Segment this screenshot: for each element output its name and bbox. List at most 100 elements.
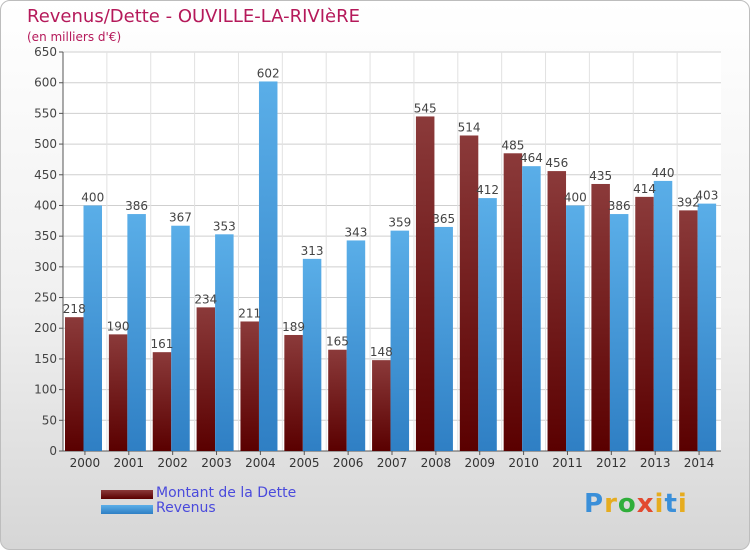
bar-debt-2010 <box>503 153 523 452</box>
y-tick-label: 150 <box>34 352 57 366</box>
label-debt-2013: 414 <box>633 182 656 196</box>
x-tick-label: 2001 <box>114 456 145 470</box>
label-debt-2011: 456 <box>545 156 568 170</box>
bar-revenue-2004 <box>258 81 278 452</box>
label-revenue-2000: 400 <box>81 190 104 204</box>
label-debt-2009: 514 <box>458 120 481 134</box>
label-debt-2012: 435 <box>589 169 612 183</box>
y-tick-label: 0 <box>49 444 57 458</box>
bar-revenue-2001 <box>127 214 146 451</box>
bar-revenue-2005 <box>302 258 322 451</box>
bar-debt-2003 <box>196 307 216 451</box>
bar-debt-2008 <box>415 116 435 451</box>
y-tick-label: 600 <box>34 76 57 90</box>
label-revenue-2013: 440 <box>652 166 675 180</box>
x-tick-label: 2009 <box>464 456 495 470</box>
label-revenue-2005: 313 <box>301 244 324 258</box>
label-debt-2003: 234 <box>194 292 217 306</box>
bar-revenue-2012 <box>609 214 629 451</box>
logo-letter: t <box>664 489 678 519</box>
y-tick-label: 400 <box>34 198 57 212</box>
x-tick-label: 2007 <box>377 456 408 470</box>
bar-debt-2011 <box>547 171 567 451</box>
bar-revenue-2014 <box>697 203 717 451</box>
bar-revenue-2008 <box>434 226 453 451</box>
x-tick-label: 2012 <box>596 456 627 470</box>
x-tick-label: 2010 <box>508 456 539 470</box>
label-revenue-2002: 367 <box>169 211 192 225</box>
proxiti-logo: Proxiti <box>584 489 688 519</box>
x-tick-label: 2013 <box>640 456 671 470</box>
label-revenue-2008: 365 <box>432 212 455 226</box>
label-debt-2002: 161 <box>151 337 174 351</box>
label-revenue-2004: 602 <box>257 66 280 80</box>
bar-revenue-2013 <box>653 180 673 451</box>
label-debt-2010: 485 <box>501 138 524 152</box>
x-tick-label: 2014 <box>684 456 715 470</box>
y-tick-label: 550 <box>34 106 57 120</box>
y-tick-label: 300 <box>34 260 57 274</box>
y-tick-label: 650 <box>34 45 57 59</box>
y-tick-label: 200 <box>34 321 57 335</box>
logo-letter: r <box>604 489 618 519</box>
logo-letter: i <box>654 489 665 519</box>
bar-revenue-2009 <box>478 198 497 451</box>
bar-debt-2014 <box>679 210 698 451</box>
bar-debt-2004 <box>240 321 259 451</box>
logo-letter: i <box>677 489 688 519</box>
bar-debt-2001 <box>108 334 128 451</box>
label-revenue-2009: 412 <box>476 183 499 197</box>
bars <box>65 81 717 452</box>
x-tick-label: 2008 <box>421 456 452 470</box>
bar-debt-2006 <box>328 349 347 451</box>
label-revenue-2010: 464 <box>520 151 543 165</box>
y-tick-label: 500 <box>34 137 57 151</box>
label-revenue-2011: 400 <box>564 190 587 204</box>
legend-label-revenue: Revenus <box>156 500 216 516</box>
label-debt-2005: 189 <box>282 320 305 334</box>
bar-revenue-2010 <box>522 166 541 451</box>
x-tick-label: 2011 <box>552 456 583 470</box>
label-revenue-2012: 386 <box>608 199 631 213</box>
x-tick-label: 2002 <box>157 456 188 470</box>
bar-debt-2000 <box>65 317 84 451</box>
label-revenue-2003: 353 <box>213 219 236 233</box>
bar-revenue-2006 <box>346 240 366 451</box>
bar-debt-2007 <box>372 360 391 451</box>
label-debt-2014: 392 <box>677 195 700 209</box>
y-tick-label: 250 <box>34 291 57 305</box>
bar-revenue-2011 <box>566 205 585 451</box>
bar-revenue-2002 <box>171 225 190 451</box>
bar-debt-2013 <box>635 196 654 451</box>
label-debt-2008: 545 <box>414 101 437 115</box>
x-tick-label: 2006 <box>333 456 364 470</box>
label-debt-2001: 190 <box>107 319 130 333</box>
x-tick-label: 2005 <box>289 456 320 470</box>
label-debt-2006: 165 <box>326 335 349 349</box>
legend-label-debt: Montant de la Dette <box>156 485 297 501</box>
chart-subtitle: (en milliers d'€) <box>27 30 122 44</box>
label-debt-2007: 148 <box>370 345 393 359</box>
label-revenue-2014: 403 <box>695 189 718 203</box>
label-revenue-2007: 359 <box>388 216 411 230</box>
bar-revenue-2003 <box>215 234 234 451</box>
logo-letter: x <box>636 489 655 519</box>
bar-revenue-2000 <box>83 205 102 451</box>
label-revenue-2001: 386 <box>125 199 148 213</box>
y-tick-label: 50 <box>42 413 57 427</box>
bar-debt-2005 <box>284 334 303 451</box>
bar-debt-2009 <box>459 135 479 451</box>
y-tick-label: 100 <box>34 383 57 397</box>
y-tick-label: 350 <box>34 229 57 243</box>
logo-letter: o <box>617 489 637 519</box>
label-debt-2000: 218 <box>63 302 86 316</box>
legend-swatch-revenue <box>101 505 153 514</box>
chart-title: Revenus/Dette - OUVILLE-LA-RIVIèRE <box>27 6 360 27</box>
bar-revenue-2007 <box>390 230 410 451</box>
label-debt-2004: 211 <box>238 306 261 320</box>
bar-debt-2002 <box>152 352 172 451</box>
logo-letter: P <box>584 489 605 519</box>
bar-debt-2012 <box>591 183 610 451</box>
